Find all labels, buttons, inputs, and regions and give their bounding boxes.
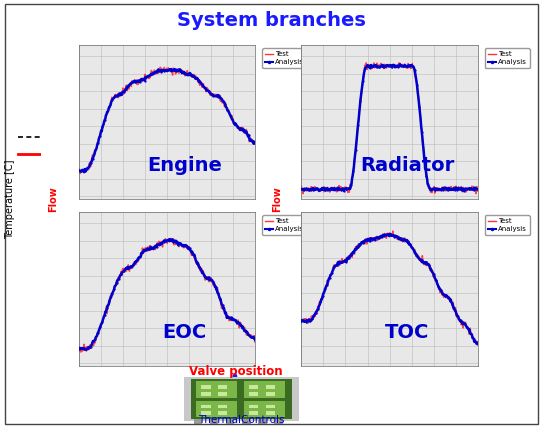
Bar [218,385,228,389]
Bar [218,392,228,396]
Bar [242,419,251,424]
Text: ThermalControls: ThermalControls [198,415,285,425]
Bar [266,385,275,389]
Bar [249,411,258,415]
Bar [249,404,258,408]
Bar [244,381,285,398]
Text: Valve position: Valve position [190,365,283,378]
Bar [192,379,292,419]
Bar [226,419,235,424]
Text: EOC: EOC [162,323,207,342]
Bar [201,404,211,408]
Text: System branches: System branches [177,11,366,30]
Bar [266,392,275,396]
Bar [196,401,237,417]
Bar [194,419,202,424]
Legend: Test, Analysis: Test, Analysis [262,48,307,68]
Text: Flow: Flow [48,186,58,212]
Text: Temperature [C]: Temperature [C] [5,159,15,239]
Bar [210,419,218,424]
Bar [201,385,211,389]
Bar [196,381,237,398]
Bar [258,419,267,424]
Text: TOC: TOC [385,323,430,342]
Legend: Test, Analysis: Test, Analysis [262,215,307,235]
Bar [201,392,211,396]
Legend: Test, Analysis: Test, Analysis [485,215,529,235]
Legend: Test, Analysis: Test, Analysis [485,48,529,68]
Text: Engine: Engine [147,156,222,175]
Bar [266,404,275,408]
Text: Radiator: Radiator [360,156,454,175]
Bar [218,411,228,415]
Bar [266,411,275,415]
Bar [274,419,283,424]
Bar [249,392,258,396]
Bar [218,404,228,408]
Bar [244,401,285,417]
Text: Flow: Flow [272,186,282,212]
Bar [249,385,258,389]
Bar [201,411,211,415]
